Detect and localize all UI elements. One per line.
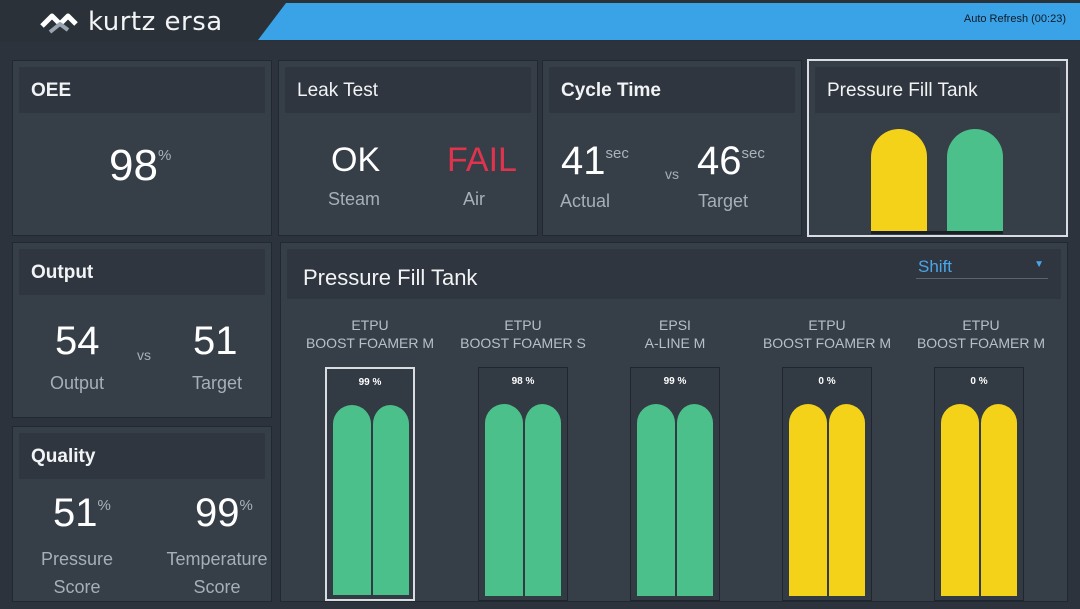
oee-unit: % xyxy=(157,147,172,164)
summary-tank-green xyxy=(947,129,1003,233)
leak-test-title: Leak Test xyxy=(297,80,378,101)
quality-panel: Quality 51% Pressure Score 99% Temperatu… xyxy=(12,426,272,602)
oee-value: 98% xyxy=(109,141,172,190)
leak-test-panel: Leak Test OK Steam FAIL Air xyxy=(278,60,538,236)
machine-tank-card[interactable]: 0 % xyxy=(934,367,1024,601)
machine-label: ETPU BOOST FOAMER M xyxy=(762,317,892,351)
tank-right xyxy=(371,405,409,595)
fill-percent: 0 % xyxy=(818,376,836,387)
pressure-fill-detail-header: Pressure Fill Tank xyxy=(287,249,1061,299)
leak-test-header: Leak Test xyxy=(285,67,531,113)
header-accent-bar xyxy=(258,3,1080,40)
cycle-target-label: Target xyxy=(697,191,749,211)
tank-left xyxy=(637,404,675,596)
temperature-score-value: 99% xyxy=(195,491,253,535)
fill-percent: 98 % xyxy=(511,376,535,387)
output-vs: vs xyxy=(137,347,151,363)
output-value: 54 xyxy=(55,319,100,363)
shift-filter-dropdown[interactable]: Shift ▼ xyxy=(916,255,1048,279)
cycle-vs: vs xyxy=(665,166,679,182)
cycle-time-panel: Cycle Time 41sec Actual vs 46sec Target xyxy=(542,60,802,236)
oee-header: OEE xyxy=(19,67,265,113)
air-status: FAIL xyxy=(447,141,517,179)
output-label: Output xyxy=(49,373,105,393)
output-header: Output xyxy=(19,249,265,295)
air-label: Air xyxy=(463,189,485,209)
summary-tank-base xyxy=(871,231,1003,234)
brand-logo: kurtz ersa xyxy=(40,7,223,37)
machine-tank-card[interactable]: 99 % xyxy=(325,367,415,601)
tank-left xyxy=(333,405,371,595)
machine-tank-card[interactable]: 0 % xyxy=(782,367,872,601)
chevron-down-icon: ▼ xyxy=(1034,259,1044,270)
tank-left xyxy=(789,404,827,596)
tank-right xyxy=(979,404,1017,596)
quality-title: Quality xyxy=(31,446,96,467)
temperature-score-label: Temperature Score xyxy=(166,549,268,597)
machine-label: ETPU BOOST FOAMER M xyxy=(305,317,435,351)
cycle-time-header: Cycle Time xyxy=(549,67,795,113)
pressure-score-label: Pressure Score xyxy=(40,549,114,597)
machine-label: ETPU BOOST FOAMER S xyxy=(460,317,586,351)
output-target-value: 51 xyxy=(193,319,238,363)
cycle-actual-label: Actual xyxy=(559,191,611,211)
tank-right xyxy=(675,404,713,596)
pressure-fill-detail-title: Pressure Fill Tank xyxy=(303,265,478,290)
steam-status: OK xyxy=(331,141,381,179)
machine-tank-card[interactable]: 98 % xyxy=(478,367,568,601)
oee-panel: OEE 98% xyxy=(12,60,272,236)
output-target-label: Target xyxy=(191,373,243,393)
pressure-fill-summary-header: Pressure Fill Tank xyxy=(815,67,1060,113)
steam-label: Steam xyxy=(327,189,381,209)
machine-tank-card[interactable]: 99 % xyxy=(630,367,720,601)
pressure-score-value: 51% xyxy=(53,491,111,535)
pressure-fill-summary-panel[interactable]: Pressure Fill Tank xyxy=(807,59,1068,237)
tank-left xyxy=(941,404,979,596)
quality-header: Quality xyxy=(19,433,265,479)
oee-title: OEE xyxy=(31,80,72,101)
tank-right xyxy=(523,404,561,596)
fill-percent: 0 % xyxy=(970,376,988,387)
tank-left xyxy=(485,404,523,596)
cycle-actual-value: 41sec xyxy=(561,139,629,183)
machine-label: ETPU BOOST FOAMER M xyxy=(916,317,1046,351)
pressure-fill-summary-title: Pressure Fill Tank xyxy=(827,80,978,101)
app-header: kurtz ersa Auto Refresh (00:23) xyxy=(0,0,1080,42)
fill-percent: 99 % xyxy=(358,377,382,388)
tank-right xyxy=(827,404,865,596)
summary-tank-yellow xyxy=(871,129,927,233)
shift-filter-value: Shift xyxy=(918,257,953,276)
auto-refresh-status[interactable]: Auto Refresh (00:23) xyxy=(963,13,1066,25)
output-title: Output xyxy=(31,262,94,283)
cycle-target-value: 46sec xyxy=(697,139,765,183)
output-panel: Output 54 Output vs 51 Target xyxy=(12,242,272,418)
kurtz-ersa-logo-icon xyxy=(40,13,78,34)
cycle-time-title: Cycle Time xyxy=(561,80,661,101)
brand-name: kurtz ersa xyxy=(88,7,223,37)
machine-label: EPSI A-LINE M xyxy=(644,317,706,351)
fill-percent: 99 % xyxy=(663,376,687,387)
